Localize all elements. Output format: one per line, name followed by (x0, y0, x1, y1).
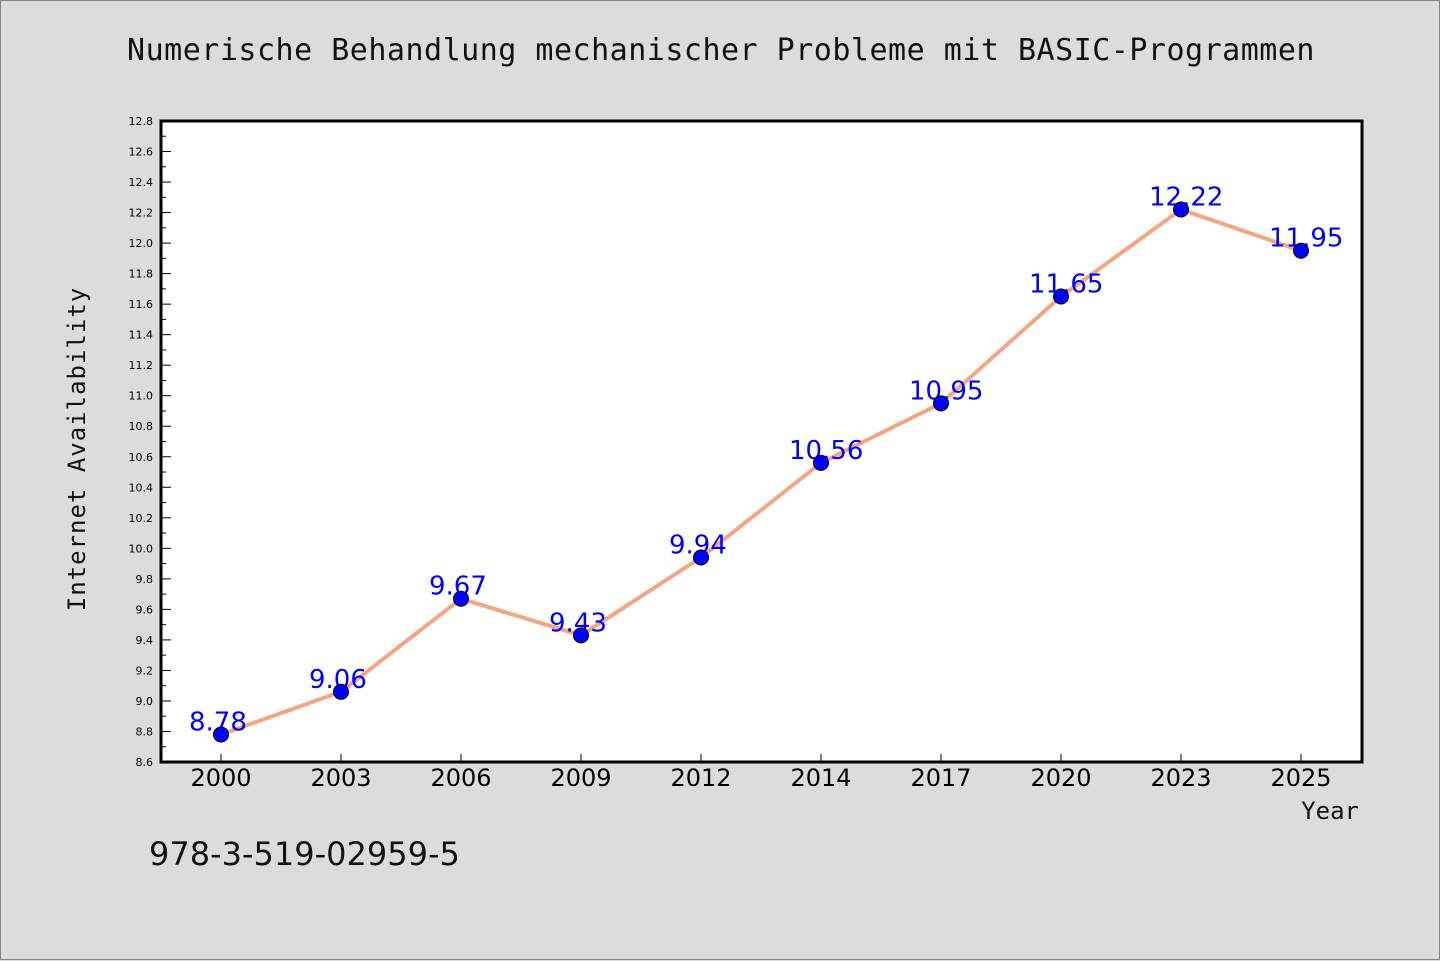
y-tick-label: 11.4 (129, 329, 154, 342)
data-point (213, 726, 229, 743)
y-tick-label: 9.0 (136, 695, 154, 708)
x-tick-label: 2003 (310, 764, 371, 792)
data-point (573, 627, 589, 644)
chart-title: Numerische Behandlung mechanischer Probl… (127, 33, 1315, 68)
data-point (453, 590, 469, 607)
y-tick-label: 12.0 (129, 237, 154, 250)
x-tick-label: 2006 (430, 764, 491, 792)
y-tick-label: 12.2 (129, 207, 154, 220)
y-tick-label: 9.8 (136, 573, 154, 586)
data-point (933, 395, 949, 412)
x-tick-label: 2000 (190, 764, 251, 792)
y-tick-label: 12.4 (129, 176, 154, 189)
y-tick-label: 11.8 (129, 268, 154, 281)
y-tick-label: 10.4 (129, 481, 154, 494)
y-tick-label: 10.2 (129, 512, 154, 525)
series-line (219, 207, 1303, 737)
data-point (1053, 288, 1069, 305)
y-tick-label: 10.6 (129, 451, 154, 464)
x-tick-label: 2017 (910, 764, 971, 792)
plot-area (161, 121, 1362, 762)
x-tick-label: 2014 (790, 764, 851, 792)
data-point (693, 549, 709, 566)
x-tick-label: 2023 (1150, 764, 1211, 792)
y-tick-label: 10.8 (129, 420, 154, 433)
y-tick-label: 8.8 (136, 725, 154, 738)
data-point (813, 454, 829, 471)
x-tick-label: 2025 (1270, 764, 1331, 792)
x-tick-label: 2009 (550, 764, 611, 792)
y-tick-label: 11.2 (129, 359, 154, 372)
plot-frame (159, 119, 1364, 764)
x-tick-label: 2012 (670, 764, 731, 792)
y-tick-label: 11.6 (129, 298, 154, 311)
data-point (1173, 201, 1189, 218)
y-tick-label: 9.4 (136, 634, 154, 647)
x-tick-label: 2020 (1030, 764, 1091, 792)
y-tick-label: 10.0 (129, 542, 154, 555)
y-tick-label: 12.6 (129, 146, 154, 159)
isbn-text: 978-3-519-02959-5 (149, 835, 460, 873)
data-point (333, 683, 349, 700)
y-tick-label: 9.6 (136, 603, 154, 616)
x-axis-label: Year (1301, 797, 1359, 825)
y-tick-label: 11.0 (129, 390, 154, 403)
y-tick-label: 12.8 (129, 115, 154, 128)
y-tick-label: 9.2 (136, 664, 154, 677)
data-point (1293, 242, 1309, 259)
y-tick-label: 8.6 (136, 756, 154, 769)
